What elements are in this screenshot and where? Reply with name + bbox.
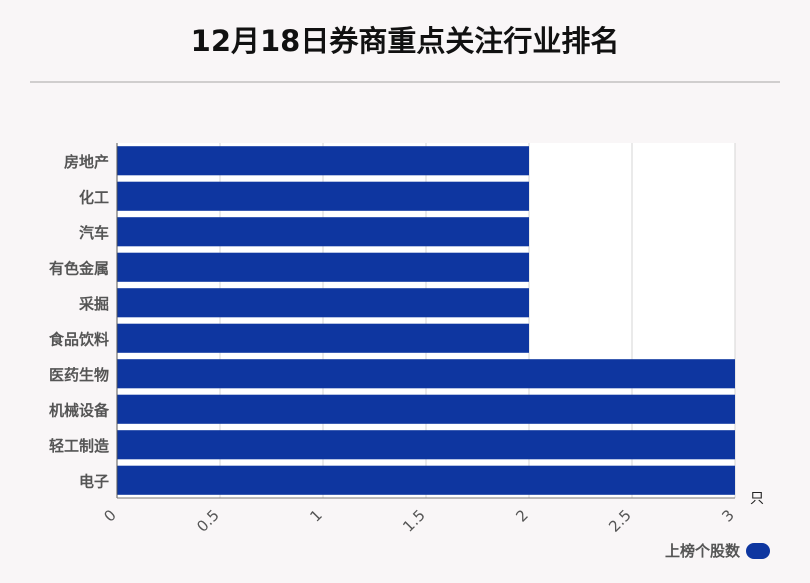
bar: [117, 252, 529, 282]
category-label: 食品饮料: [49, 330, 109, 348]
chart-title: 12月18日券商重点关注行业排名: [190, 24, 620, 58]
bar: [117, 146, 529, 176]
bar: [117, 465, 735, 495]
x-tick-label: 1: [306, 506, 325, 525]
bar: [117, 359, 735, 389]
category-label: 电子: [79, 472, 109, 490]
x-tick-label: 3: [718, 506, 737, 525]
x-tick-label: 1.5: [399, 506, 429, 536]
bar: [117, 323, 529, 353]
x-tick-label: 2.5: [605, 506, 635, 536]
bar: [117, 288, 529, 318]
bar: [117, 430, 735, 460]
x-tick-label: 0: [100, 506, 119, 525]
title-divider: [30, 81, 780, 83]
category-label: 化工: [79, 188, 109, 206]
x-tick-label: 2: [512, 506, 531, 525]
category-label: 医药生物: [49, 366, 109, 384]
legend: 上榜个股数: [665, 540, 770, 561]
legend-label: 上榜个股数: [664, 542, 740, 560]
x-tick-label: 0.5: [193, 506, 223, 536]
category-label: 机械设备: [49, 401, 110, 419]
category-label: 汽车: [79, 224, 109, 242]
bar: [117, 394, 735, 424]
bar: [117, 217, 529, 247]
legend-swatch: [746, 542, 770, 559]
category-label: 有色金属: [49, 259, 109, 277]
x-unit-label: 只: [750, 491, 764, 507]
category-label: 房地产: [64, 153, 109, 171]
bar: [117, 181, 529, 211]
category-label: 采掘: [78, 295, 109, 313]
category-label: 轻工制造: [49, 437, 109, 455]
